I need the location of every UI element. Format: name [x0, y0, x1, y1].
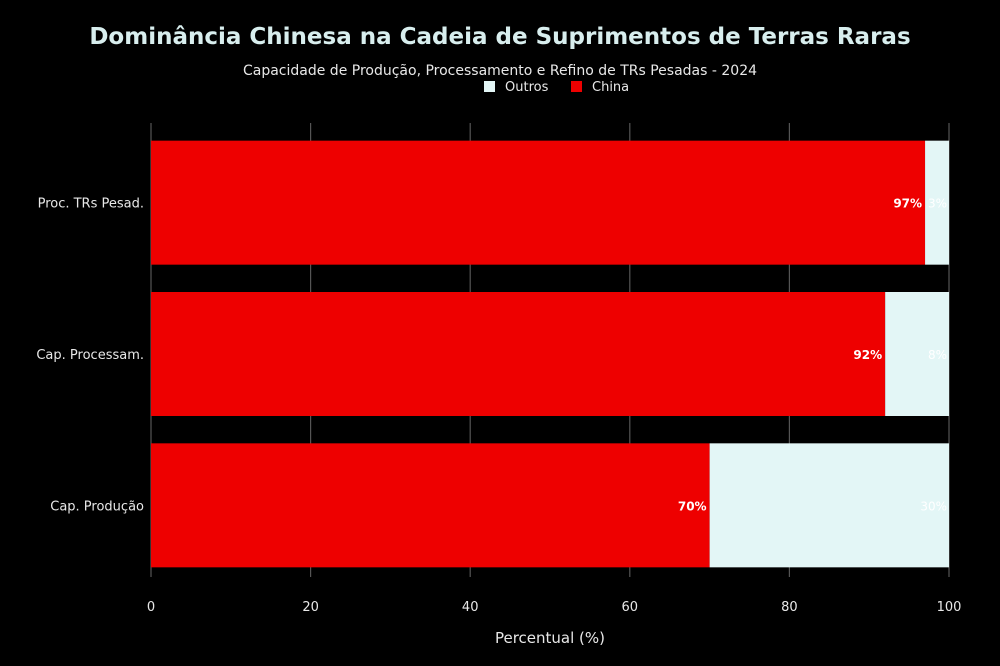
data-label-outros: 8% [928, 348, 947, 362]
bar-outros [709, 443, 949, 568]
x-tick-label: 80 [781, 600, 798, 615]
x-tick-label: 40 [462, 600, 479, 615]
x-tick-label: 0 [147, 600, 155, 615]
bars: 97% 3% 92% 8% 70% 30% [151, 140, 949, 568]
bar-china [151, 292, 886, 416]
bar-china [151, 443, 710, 568]
legend-label-outros: Outros [505, 80, 549, 95]
data-label-china: 92% [853, 348, 882, 362]
bar-china [151, 140, 926, 265]
legend-label-china: China [592, 80, 629, 95]
y-tick-label: Cap. Processam. [36, 348, 144, 363]
y-tick-label: Cap. Produção [50, 499, 144, 514]
x-tick-label: 100 [937, 600, 962, 615]
legend-swatch-outros [484, 81, 495, 92]
legend: Outros China [484, 80, 629, 95]
chart-subtitle: Capacidade de Produção, Processamento e … [243, 63, 757, 79]
legend-swatch-china [571, 81, 582, 92]
x-tick-label: 60 [622, 600, 639, 615]
data-label-outros: 3% [928, 197, 947, 211]
x-tick-label: 20 [302, 600, 319, 615]
data-label-china: 70% [678, 499, 707, 513]
bar-outros [885, 292, 949, 416]
data-label-china: 97% [893, 197, 922, 211]
x-axis-label: Percentual (%) [495, 629, 605, 647]
bar-outros [925, 140, 949, 265]
y-tick-label: Proc. TRs Pesad. [38, 197, 144, 212]
y-ticks: Proc. TRs Pesad. Cap. Processam. Cap. Prod… [36, 197, 144, 515]
chart-title: Dominância Chinesa na Cadeia de Suprimen… [89, 24, 910, 50]
x-ticks: 0 20 40 60 80 100 [147, 600, 962, 615]
data-label-outros: 30% [920, 499, 947, 513]
